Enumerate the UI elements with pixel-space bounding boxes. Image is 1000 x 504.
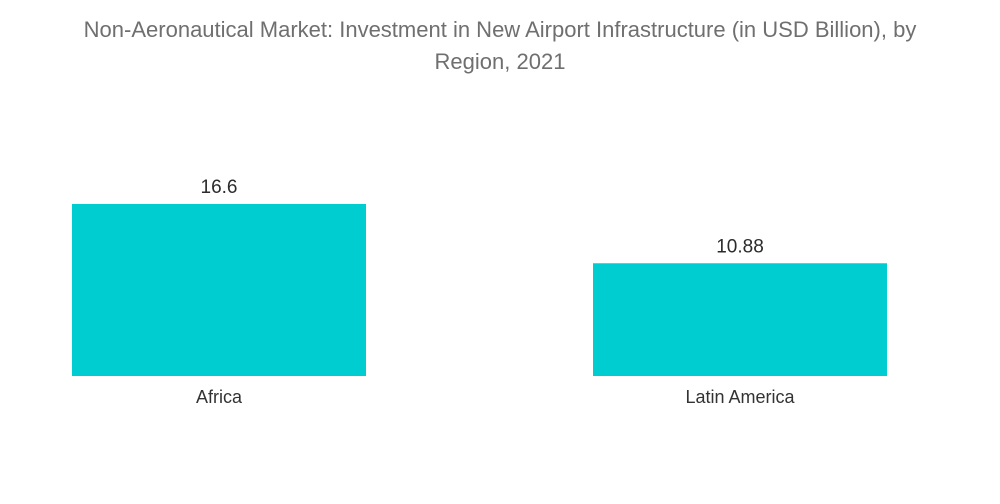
- category-labels-group: Africa Latin America: [196, 387, 796, 407]
- value-labels-group: 16.6 10.88: [201, 177, 764, 257]
- category-label-africa: Africa: [196, 387, 243, 407]
- bar-africa: [72, 204, 366, 376]
- value-label-latin-america: 10.88: [716, 236, 764, 257]
- chart-title-line-2: Region, 2021: [434, 49, 566, 74]
- category-label-latin-america: Latin America: [685, 387, 795, 407]
- chart-title-line-1: Non-Aeronautical Market: Investment in N…: [83, 17, 917, 42]
- chart-title: Non-Aeronautical Market: Investment in N…: [0, 14, 1000, 78]
- bars-group: [72, 204, 887, 376]
- bar-latin-america: [593, 263, 887, 376]
- value-label-africa: 16.6: [201, 177, 238, 198]
